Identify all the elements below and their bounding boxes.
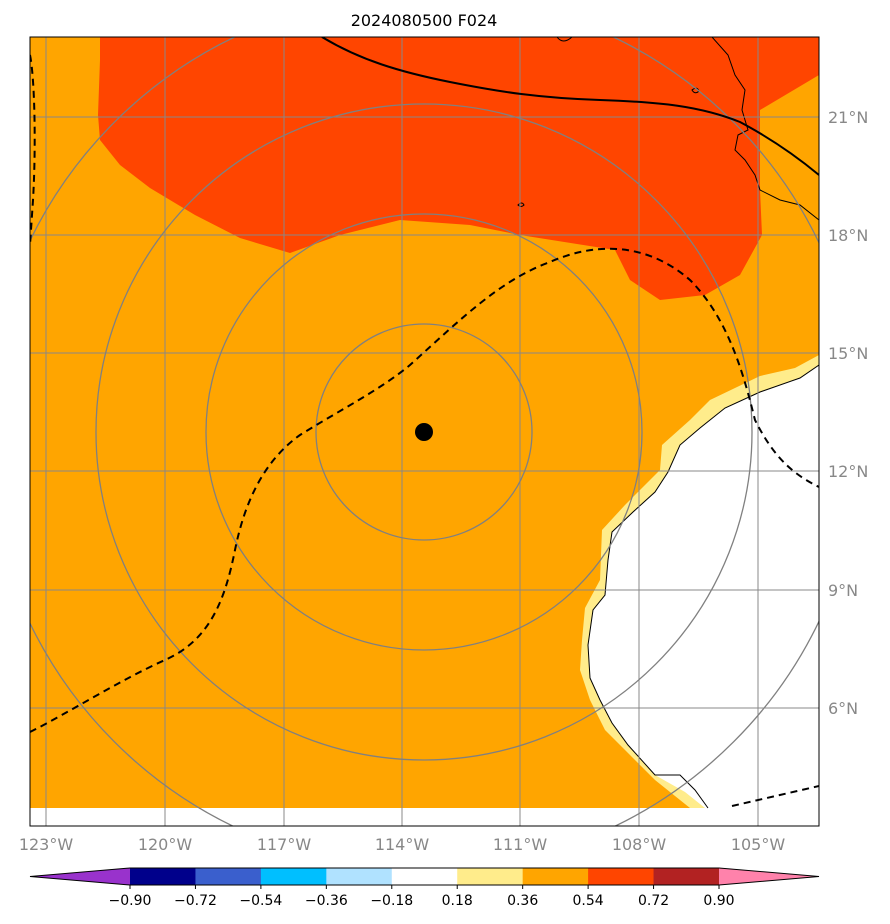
map-title: 2024080500 F024 [351,11,498,30]
lat-label: 6°N [828,699,858,718]
plot-area [30,37,819,826]
colorbar-bin [457,868,524,885]
lon-label: 114°W [375,835,430,854]
colorbar-bin [326,868,393,885]
colorbar-tick-label: 0.72 [638,893,669,909]
colorbar-bin [391,868,458,885]
colorbar-bin [195,868,262,885]
land-mass [588,365,819,808]
colorbar-tick-label: 0.36 [507,893,538,909]
storm-center-marker [415,423,433,441]
plot-frame [29,36,820,827]
range-ring-2 [205,213,643,651]
lat-label: 21°N [828,108,868,127]
colorbar-tick-label: 0.90 [703,893,734,909]
lon-label: 108°W [612,835,667,854]
lon-label: 111°W [493,835,548,854]
lon-label: 105°W [731,835,786,854]
colorbar-tick-label: 0.54 [573,893,604,909]
lon-label: 117°W [257,835,312,854]
range-rings [30,37,819,826]
colorbar-tick-label: −0.18 [370,893,413,909]
colorbar-extend-low [30,868,130,885]
coastline [587,364,819,809]
lat-label: 9°N [828,581,858,600]
colorbar: −0.90 −0.72 −0.54 −0.36 −0.18 0.18 0.36 0.54 0.7… [29,867,820,909]
coastline-north [711,37,819,221]
longitude-labels: 123°W 120°W 117°W 114°W 111°W 108°W 105°… [19,835,786,854]
colorbar-tick-label: −0.36 [305,893,348,909]
lat-label: 12°N [828,462,868,481]
lon-label: 120°W [138,835,193,854]
gridlines [30,37,819,826]
colorbar-tick-label: −0.90 [109,893,152,909]
colorbar-tick-label: 0.18 [442,893,473,909]
colorbar-bin [260,868,327,885]
colorbar-extend-high [719,868,819,885]
range-ring-1 [315,323,533,541]
colorbar-tick-label: −0.54 [239,893,282,909]
colorbar-tick-label: −0.72 [174,893,217,909]
range-ring-3 [95,103,753,761]
dashed-contour-west [30,54,36,246]
dashed-contours [30,54,819,807]
dashed-contour-southeast [731,785,819,807]
colorbar-bin [130,868,196,885]
lat-label: 15°N [828,344,868,363]
island-top [556,37,573,42]
solid-contour [321,37,819,176]
lat-label: 18°N [828,226,868,245]
colorbar-bin [588,868,655,885]
colorbar-bin [653,868,720,885]
lon-label: 123°W [19,835,74,854]
dashed-contour-main [30,247,819,733]
colorbar-bin [522,868,589,885]
latitude-labels: 21°N 18°N 15°N 12°N 9°N 6°N [828,108,868,718]
blank-strip [30,808,819,826]
